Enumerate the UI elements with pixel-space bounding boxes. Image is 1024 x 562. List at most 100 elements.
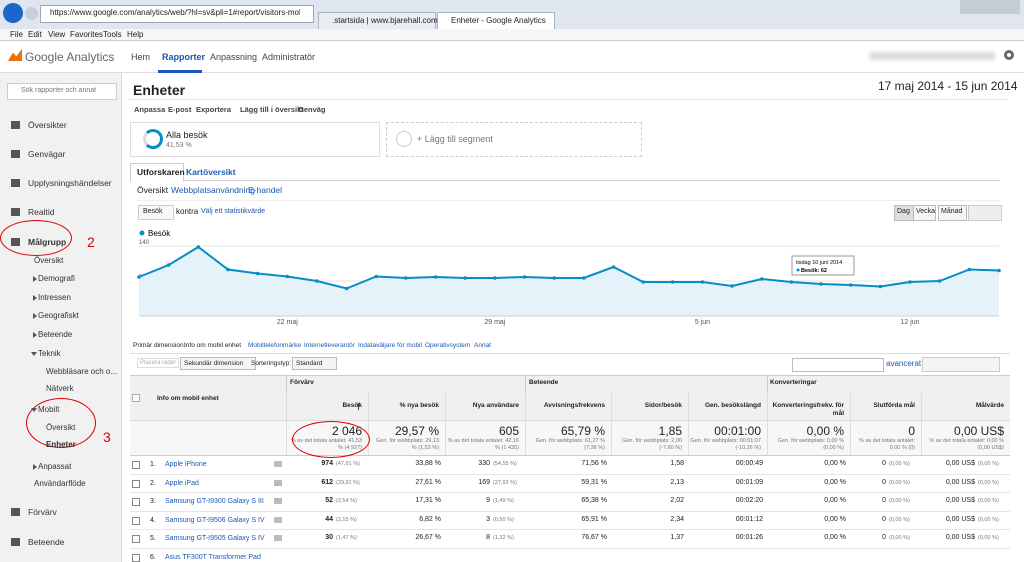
compare-icons[interactable] bbox=[968, 205, 1002, 221]
view-icons[interactable] bbox=[922, 357, 1000, 372]
sidebar-item[interactable]: Geografiskt bbox=[38, 311, 79, 320]
row-checkbox[interactable] bbox=[132, 461, 140, 469]
device[interactable]: Apple iPad bbox=[165, 479, 199, 487]
dimension[interactable]: Internetleverantör bbox=[304, 342, 355, 349]
column-header[interactable]: % nya besök bbox=[399, 402, 439, 409]
sidebar-item[interactable]: Översikt bbox=[46, 423, 76, 432]
plot-rows[interactable]: Placera rader bbox=[137, 358, 180, 368]
sidebar-item[interactable]: Beteende bbox=[28, 537, 65, 547]
period-button[interactable] bbox=[913, 205, 936, 221]
nav-tab[interactable]: Anpassning bbox=[210, 52, 258, 62]
sidebar-item[interactable]: Anpassat bbox=[38, 462, 72, 471]
device[interactable]: Asus TF300T Transformer Pad bbox=[165, 554, 261, 561]
report-action[interactable]: Genväg bbox=[298, 105, 326, 114]
advanced[interactable]: avancerat bbox=[886, 359, 922, 368]
period-button[interactable] bbox=[938, 205, 967, 221]
account[interactable] bbox=[870, 52, 995, 60]
add-segment-box[interactable] bbox=[386, 122, 642, 157]
column-header[interactable]: Info om mobil enhet bbox=[157, 395, 219, 402]
column-header[interactable]: Sidor/besök bbox=[644, 402, 682, 409]
subtab[interactable]: Webbplatsanvändning bbox=[171, 185, 255, 195]
sidebar-item[interactable]: Översikt bbox=[34, 256, 64, 265]
explorer-tab[interactable]: Utforskaren bbox=[137, 167, 185, 177]
row-checkbox[interactable] bbox=[132, 516, 140, 525]
menu-item[interactable]: Help bbox=[127, 30, 144, 39]
sidebar-item[interactable]: Målgrupp bbox=[28, 237, 67, 247]
window-controls[interactable] bbox=[960, 0, 1020, 14]
report-action[interactable]: E-post bbox=[168, 105, 192, 114]
sidebar-search[interactable] bbox=[7, 83, 117, 100]
secondary-dimension[interactable]: Sekundär dimension bbox=[180, 357, 257, 370]
dimension[interactable]: Info om mobil enhet bbox=[184, 342, 242, 349]
subtab[interactable]: E-handel bbox=[248, 185, 283, 195]
menu-item[interactable]: Edit bbox=[28, 30, 42, 39]
browser-tab[interactable] bbox=[437, 12, 555, 29]
device[interactable]: Samsung GT-I9505 Galaxy S IV bbox=[165, 535, 265, 543]
sidebar-item[interactable]: Webbläsare och o... bbox=[46, 367, 118, 376]
sidebar-item[interactable]: Demografi bbox=[38, 274, 75, 283]
subtab[interactable]: Översikt bbox=[137, 185, 169, 195]
sidebar-item[interactable]: Förvärv bbox=[28, 507, 57, 517]
sidebar-item[interactable]: Beteende bbox=[38, 330, 73, 339]
report-action[interactable]: Lägg till i översikt bbox=[240, 105, 304, 114]
add-segment[interactable]: + Lägg till segment bbox=[417, 134, 493, 144]
menu-item[interactable]: View bbox=[48, 30, 66, 39]
column-header[interactable]: Målvärde bbox=[975, 402, 1004, 409]
browser-tab[interactable] bbox=[318, 12, 436, 29]
date-range[interactable]: 17 maj 2014 - 15 jun 2014 bbox=[878, 79, 1018, 93]
nav-tab[interactable]: Administratör bbox=[262, 52, 316, 62]
sidebar-item[interactable]: Realtid bbox=[28, 207, 55, 217]
menu-item[interactable]: Tools bbox=[103, 30, 122, 39]
dimension[interactable]: Annat bbox=[474, 342, 491, 349]
segment-box[interactable] bbox=[130, 122, 380, 157]
sidebar-item[interactable]: Genvägar bbox=[28, 149, 66, 159]
row-checkbox[interactable] bbox=[132, 498, 140, 507]
column-header[interactable]: Avvisningsfrekvens bbox=[543, 402, 605, 409]
dimension[interactable]: Indataväljare för mobil bbox=[358, 342, 422, 349]
column-group: Beteende bbox=[529, 379, 559, 386]
sort-select[interactable]: Standard bbox=[292, 357, 338, 370]
metric[interactable]: Besök bbox=[143, 208, 163, 215]
nav-tab[interactable]: Hem bbox=[131, 52, 151, 62]
column-header[interactable]: Nya användare bbox=[472, 402, 519, 409]
sidebar-item[interactable]: Upplysningshändelser bbox=[28, 178, 112, 188]
device[interactable]: Apple iPhone bbox=[165, 461, 207, 468]
tab-title: .startsida | www.bjarehall.com bbox=[332, 16, 438, 25]
settings-icon[interactable] bbox=[1004, 50, 1014, 60]
sidebar-item[interactable]: Användarflöde bbox=[34, 479, 86, 488]
explorer-tab[interactable]: Kartöversikt bbox=[186, 167, 236, 177]
device[interactable]: Samsung GT-I9300 Galaxy S III bbox=[165, 498, 264, 506]
dimension[interactable]: Operativsystem bbox=[425, 342, 471, 349]
cell-note: (0,50 %) bbox=[493, 516, 514, 523]
sidebar-item[interactable]: Nätverk bbox=[46, 384, 74, 393]
column-header[interactable]: Slutförda mål bbox=[873, 402, 915, 409]
column-header[interactable]: Konverteringsfrekv. för mål bbox=[772, 402, 844, 417]
report-action[interactable]: Exportera bbox=[196, 105, 232, 114]
row-checkbox[interactable] bbox=[132, 535, 140, 544]
forward-button[interactable] bbox=[25, 7, 38, 20]
report-action[interactable]: Anpassa bbox=[134, 105, 166, 114]
sidebar-item[interactable]: Mobilt bbox=[38, 405, 60, 414]
nav-tab[interactable]: Rapporter bbox=[162, 52, 206, 62]
metric-select[interactable] bbox=[138, 205, 174, 220]
column-header[interactable]: Gen. besökslängd bbox=[705, 402, 761, 409]
row-checkbox[interactable] bbox=[132, 479, 140, 488]
sidebar-item[interactable]: Teknik bbox=[38, 349, 61, 358]
address-field[interactable] bbox=[40, 5, 314, 23]
cell-value: 33,88 % bbox=[415, 460, 441, 467]
sidebar-item[interactable]: Enheter bbox=[46, 440, 76, 449]
back-button[interactable] bbox=[3, 3, 23, 23]
column-header[interactable]: Besök bbox=[342, 402, 362, 409]
table-search[interactable] bbox=[792, 358, 884, 372]
sidebar-item[interactable]: Översikter bbox=[28, 120, 67, 130]
menu-item[interactable]: Favorites bbox=[70, 30, 103, 39]
sidebar-item[interactable]: Intressen bbox=[38, 293, 71, 302]
row-checkbox[interactable] bbox=[132, 554, 140, 562]
column-divider bbox=[688, 393, 689, 455]
select-all[interactable] bbox=[132, 394, 140, 402]
menu-item[interactable]: File bbox=[10, 30, 23, 39]
choose-metric[interactable]: Välj ett statistikvärde bbox=[201, 208, 266, 215]
dimension[interactable]: Mobiltelefonmärke bbox=[248, 342, 302, 349]
device[interactable]: Samsung GT-I9506 Galaxy S IV bbox=[165, 516, 265, 524]
cell-note: (0,00 %) bbox=[978, 516, 999, 523]
